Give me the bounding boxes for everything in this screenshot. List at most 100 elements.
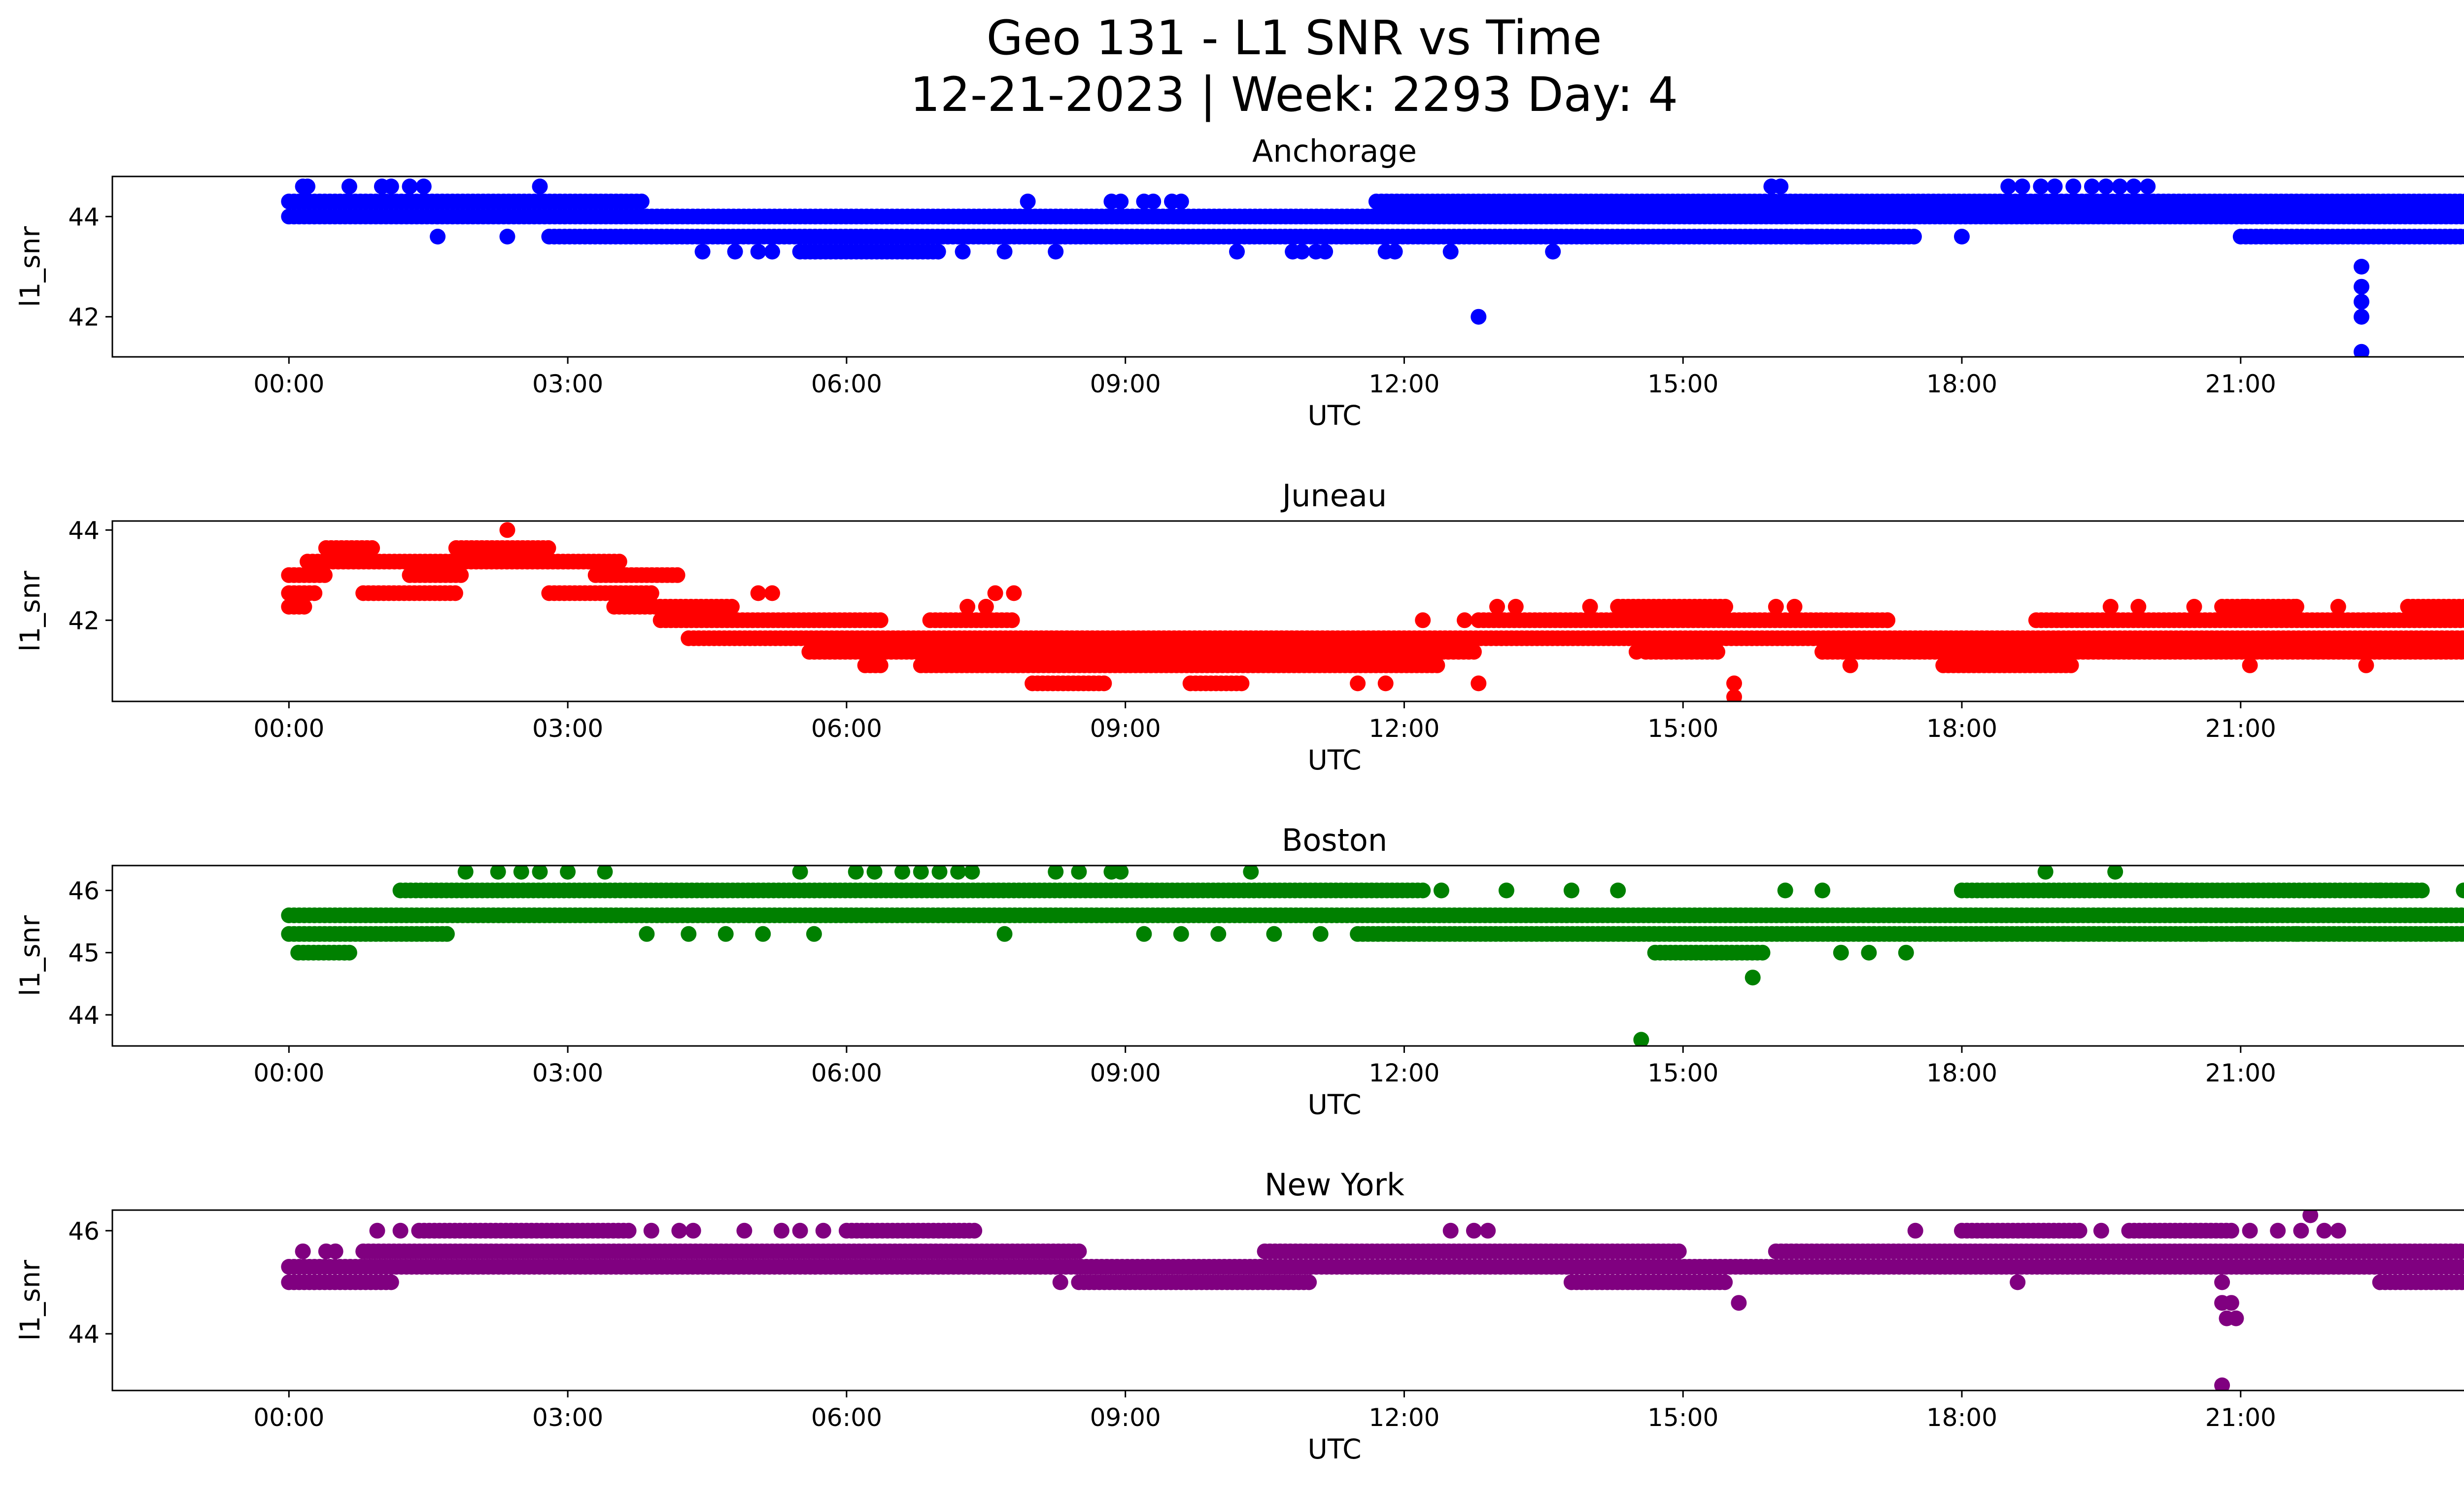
data-point (341, 178, 357, 195)
data-point (2014, 178, 2030, 195)
data-point (1243, 866, 1259, 880)
data-point (2010, 1274, 2026, 1290)
x-tick-label: 12:00 (1369, 1403, 1439, 1432)
y-tick-label: 42 (68, 303, 100, 332)
data-point (1466, 644, 1482, 660)
data-point (792, 1222, 808, 1239)
x-tick-label: 09:00 (1090, 1403, 1161, 1432)
plot-frame (111, 1209, 2464, 1391)
data-point (2047, 178, 2063, 195)
data-point (2140, 178, 2156, 195)
data-point (1507, 598, 1524, 615)
data-point (806, 926, 822, 942)
x-tick-label: 18:00 (1926, 714, 1997, 743)
data-point (1633, 1032, 1649, 1046)
x-tick-label: 21:00 (2205, 1059, 2276, 1087)
data-point (1266, 926, 1282, 942)
data-point (2237, 598, 2254, 615)
data-point (2414, 882, 2430, 899)
data-point (1563, 882, 1579, 899)
data-point (966, 1222, 983, 1239)
data-point (2270, 1222, 2286, 1239)
data-point (383, 1274, 399, 1290)
data-point (964, 866, 980, 880)
data-point (2065, 178, 2082, 195)
data-point (2462, 196, 2464, 207)
data-point (2228, 1310, 2244, 1326)
data-point (931, 866, 948, 880)
data-point (1471, 309, 1487, 325)
data-point (2372, 882, 2388, 899)
data-point (611, 554, 627, 570)
data-point (1717, 598, 1733, 615)
y-axis-label: l1_snr (14, 226, 46, 307)
data-point (1610, 882, 1626, 899)
panel-title: Boston (1282, 822, 1387, 858)
data-point (2223, 1222, 2239, 1239)
y-tick-label: 44 (68, 516, 100, 545)
data-point (2242, 1222, 2258, 1239)
data-point (2130, 598, 2147, 615)
data-point (1020, 193, 1036, 209)
data-point (1582, 598, 1598, 615)
data-point (764, 243, 780, 260)
data-point (643, 585, 659, 601)
data-point (2242, 657, 2258, 673)
data-point (2463, 616, 2464, 625)
data-point (1745, 970, 1761, 986)
x-tick-label: 15:00 (1647, 1059, 1718, 1087)
data-point (913, 866, 929, 880)
data-point (694, 243, 711, 260)
data-point (499, 229, 515, 244)
y-axis-label: l1_snr (14, 915, 46, 996)
data-point (1210, 926, 1227, 942)
data-point (453, 567, 469, 583)
x-tick-label: 09:00 (1090, 1059, 1161, 1087)
x-tick-label: 03:00 (532, 1059, 603, 1087)
series-markers (281, 1210, 2464, 1391)
x-axis-label: UTC (1307, 744, 1361, 776)
data-point (872, 612, 889, 628)
x-tick-label: 18:00 (1926, 1059, 1997, 1087)
data-point (2459, 1275, 2464, 1290)
x-tick-label: 06:00 (811, 370, 882, 398)
data-point (1773, 178, 1789, 195)
data-point (1145, 193, 1162, 209)
data-point (1842, 657, 1858, 673)
data-point (2112, 926, 2128, 942)
data-point (337, 944, 353, 961)
data-point (2232, 926, 2249, 942)
data-point (2316, 1222, 2332, 1239)
data-point (2214, 1377, 2230, 1391)
panel-title: Anchorage (1252, 133, 1417, 169)
data-point (736, 1222, 753, 1239)
data-point (532, 178, 548, 195)
data-point (300, 178, 315, 195)
data-point (2459, 209, 2464, 224)
data-point (2354, 278, 2369, 295)
data-point (2000, 178, 2017, 195)
x-axis-label: UTC (1307, 1089, 1361, 1120)
data-point (1350, 675, 1366, 692)
plot-frame (111, 520, 2464, 702)
data-point (1786, 598, 1803, 615)
data-point (1113, 193, 1129, 209)
data-point (634, 193, 650, 209)
data-point (718, 926, 734, 942)
data-point (2084, 178, 2100, 195)
data-point (1814, 882, 1831, 899)
data-point (2330, 1222, 2346, 1239)
data-point (894, 866, 910, 880)
data-point (2112, 178, 2128, 195)
data-point (750, 585, 766, 601)
y-tick-label: 44 (68, 1320, 100, 1349)
data-point (2358, 657, 2374, 673)
data-point (1768, 598, 1784, 615)
data-point (1004, 612, 1020, 628)
data-point (764, 585, 780, 601)
x-axis-label: UTC (1307, 400, 1361, 431)
y-tick-label: 44 (68, 1001, 100, 1030)
x-tick-label: 21:00 (2205, 370, 2276, 398)
y-axis-label: l1_snr (14, 571, 46, 652)
